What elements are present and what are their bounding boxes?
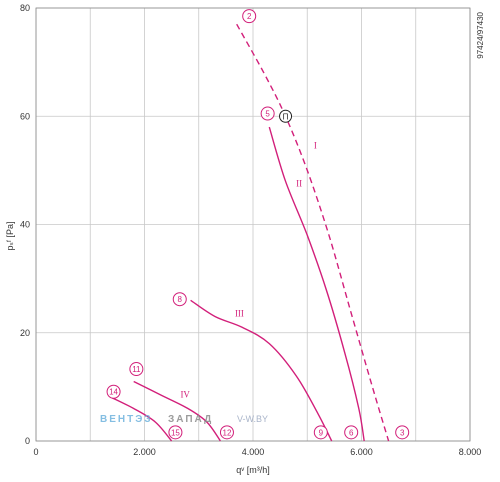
point-marker: 6	[344, 425, 359, 440]
curve-label: III	[235, 309, 244, 319]
point-marker-label: 5	[265, 110, 270, 119]
point-marker-label: 6	[349, 428, 354, 437]
point-marker: 15	[168, 425, 183, 440]
watermark-part3: V-W.BY	[237, 414, 268, 424]
y-tick-label: 0	[25, 436, 30, 446]
watermark-part1: ВЕНТЭЗ	[100, 414, 152, 425]
series-line-iii	[190, 299, 333, 442]
y-tick-label: 80	[20, 3, 30, 13]
point-marker-circle	[313, 425, 328, 440]
point-marker-label: 2	[247, 12, 252, 21]
x-tick-label: 6.000	[350, 447, 373, 457]
point-marker-label: 9	[319, 428, 324, 437]
series-line-i	[236, 23, 390, 442]
point-marker: 3	[395, 425, 410, 440]
curves	[111, 23, 390, 442]
series-line-unnamed-4	[111, 397, 173, 442]
point-marker-label: 3	[400, 428, 405, 437]
point-marker-circle	[106, 384, 121, 399]
curve-label: IV	[180, 390, 190, 400]
point-marker-circle	[395, 425, 410, 440]
point-marker: 8	[172, 292, 187, 307]
point-marker-label: 11	[132, 365, 141, 374]
y-tick-label: 40	[20, 220, 30, 230]
point-markers: 2 5 11 8 14 15 12 9 6 3 П	[106, 9, 410, 440]
point-marker: 9	[313, 425, 328, 440]
point-marker-circle	[172, 292, 187, 307]
y-tick-label: 20	[20, 328, 30, 338]
point-marker-circle	[168, 425, 183, 440]
x-tick-label: 8.000	[459, 447, 482, 457]
x-tick-label: 2.000	[133, 447, 156, 457]
point-marker: 2	[242, 9, 257, 24]
point-marker-label: 14	[109, 388, 118, 397]
point-marker-circle	[219, 425, 234, 440]
x-axis-label: qᵛ [m³/h]	[236, 465, 269, 475]
operating-point-label: П	[283, 112, 289, 121]
y-axis-label: pₛᶠ [Pa]	[5, 222, 15, 251]
point-marker-circle	[344, 425, 359, 440]
axes: 0 2.000 4.000 6.000 8.000 0 20 40 60 80	[20, 3, 481, 457]
watermark: ВЕНТЭЗ ЗАПАД V-W.BY	[100, 414, 268, 425]
point-marker-circle	[242, 9, 257, 24]
side-code: 97424/97430	[476, 11, 485, 58]
point-marker: 11	[129, 362, 144, 377]
point-marker-label: 8	[178, 295, 183, 304]
grid	[35, 7, 471, 442]
watermark-part2: ЗАПАД	[168, 414, 213, 425]
point-marker: 14	[106, 384, 121, 399]
point-marker: 5	[260, 106, 275, 121]
x-tick-label: 4.000	[242, 447, 265, 457]
series-line-ii	[268, 126, 365, 442]
operating-point-circle	[279, 109, 293, 123]
x-tick-label: 0	[33, 447, 38, 457]
point-marker-label: 15	[171, 428, 180, 437]
plot-frame	[35, 7, 471, 442]
point-marker-circle	[129, 362, 144, 377]
point-marker-label: 12	[223, 428, 232, 437]
operating-point-marker: П	[279, 109, 293, 123]
point-marker-circle	[260, 106, 275, 121]
curve-label: II	[296, 179, 302, 189]
series-line-iv	[133, 380, 221, 442]
curve-label: I	[314, 141, 317, 151]
point-marker: 12	[219, 425, 234, 440]
y-tick-label: 60	[20, 111, 30, 121]
